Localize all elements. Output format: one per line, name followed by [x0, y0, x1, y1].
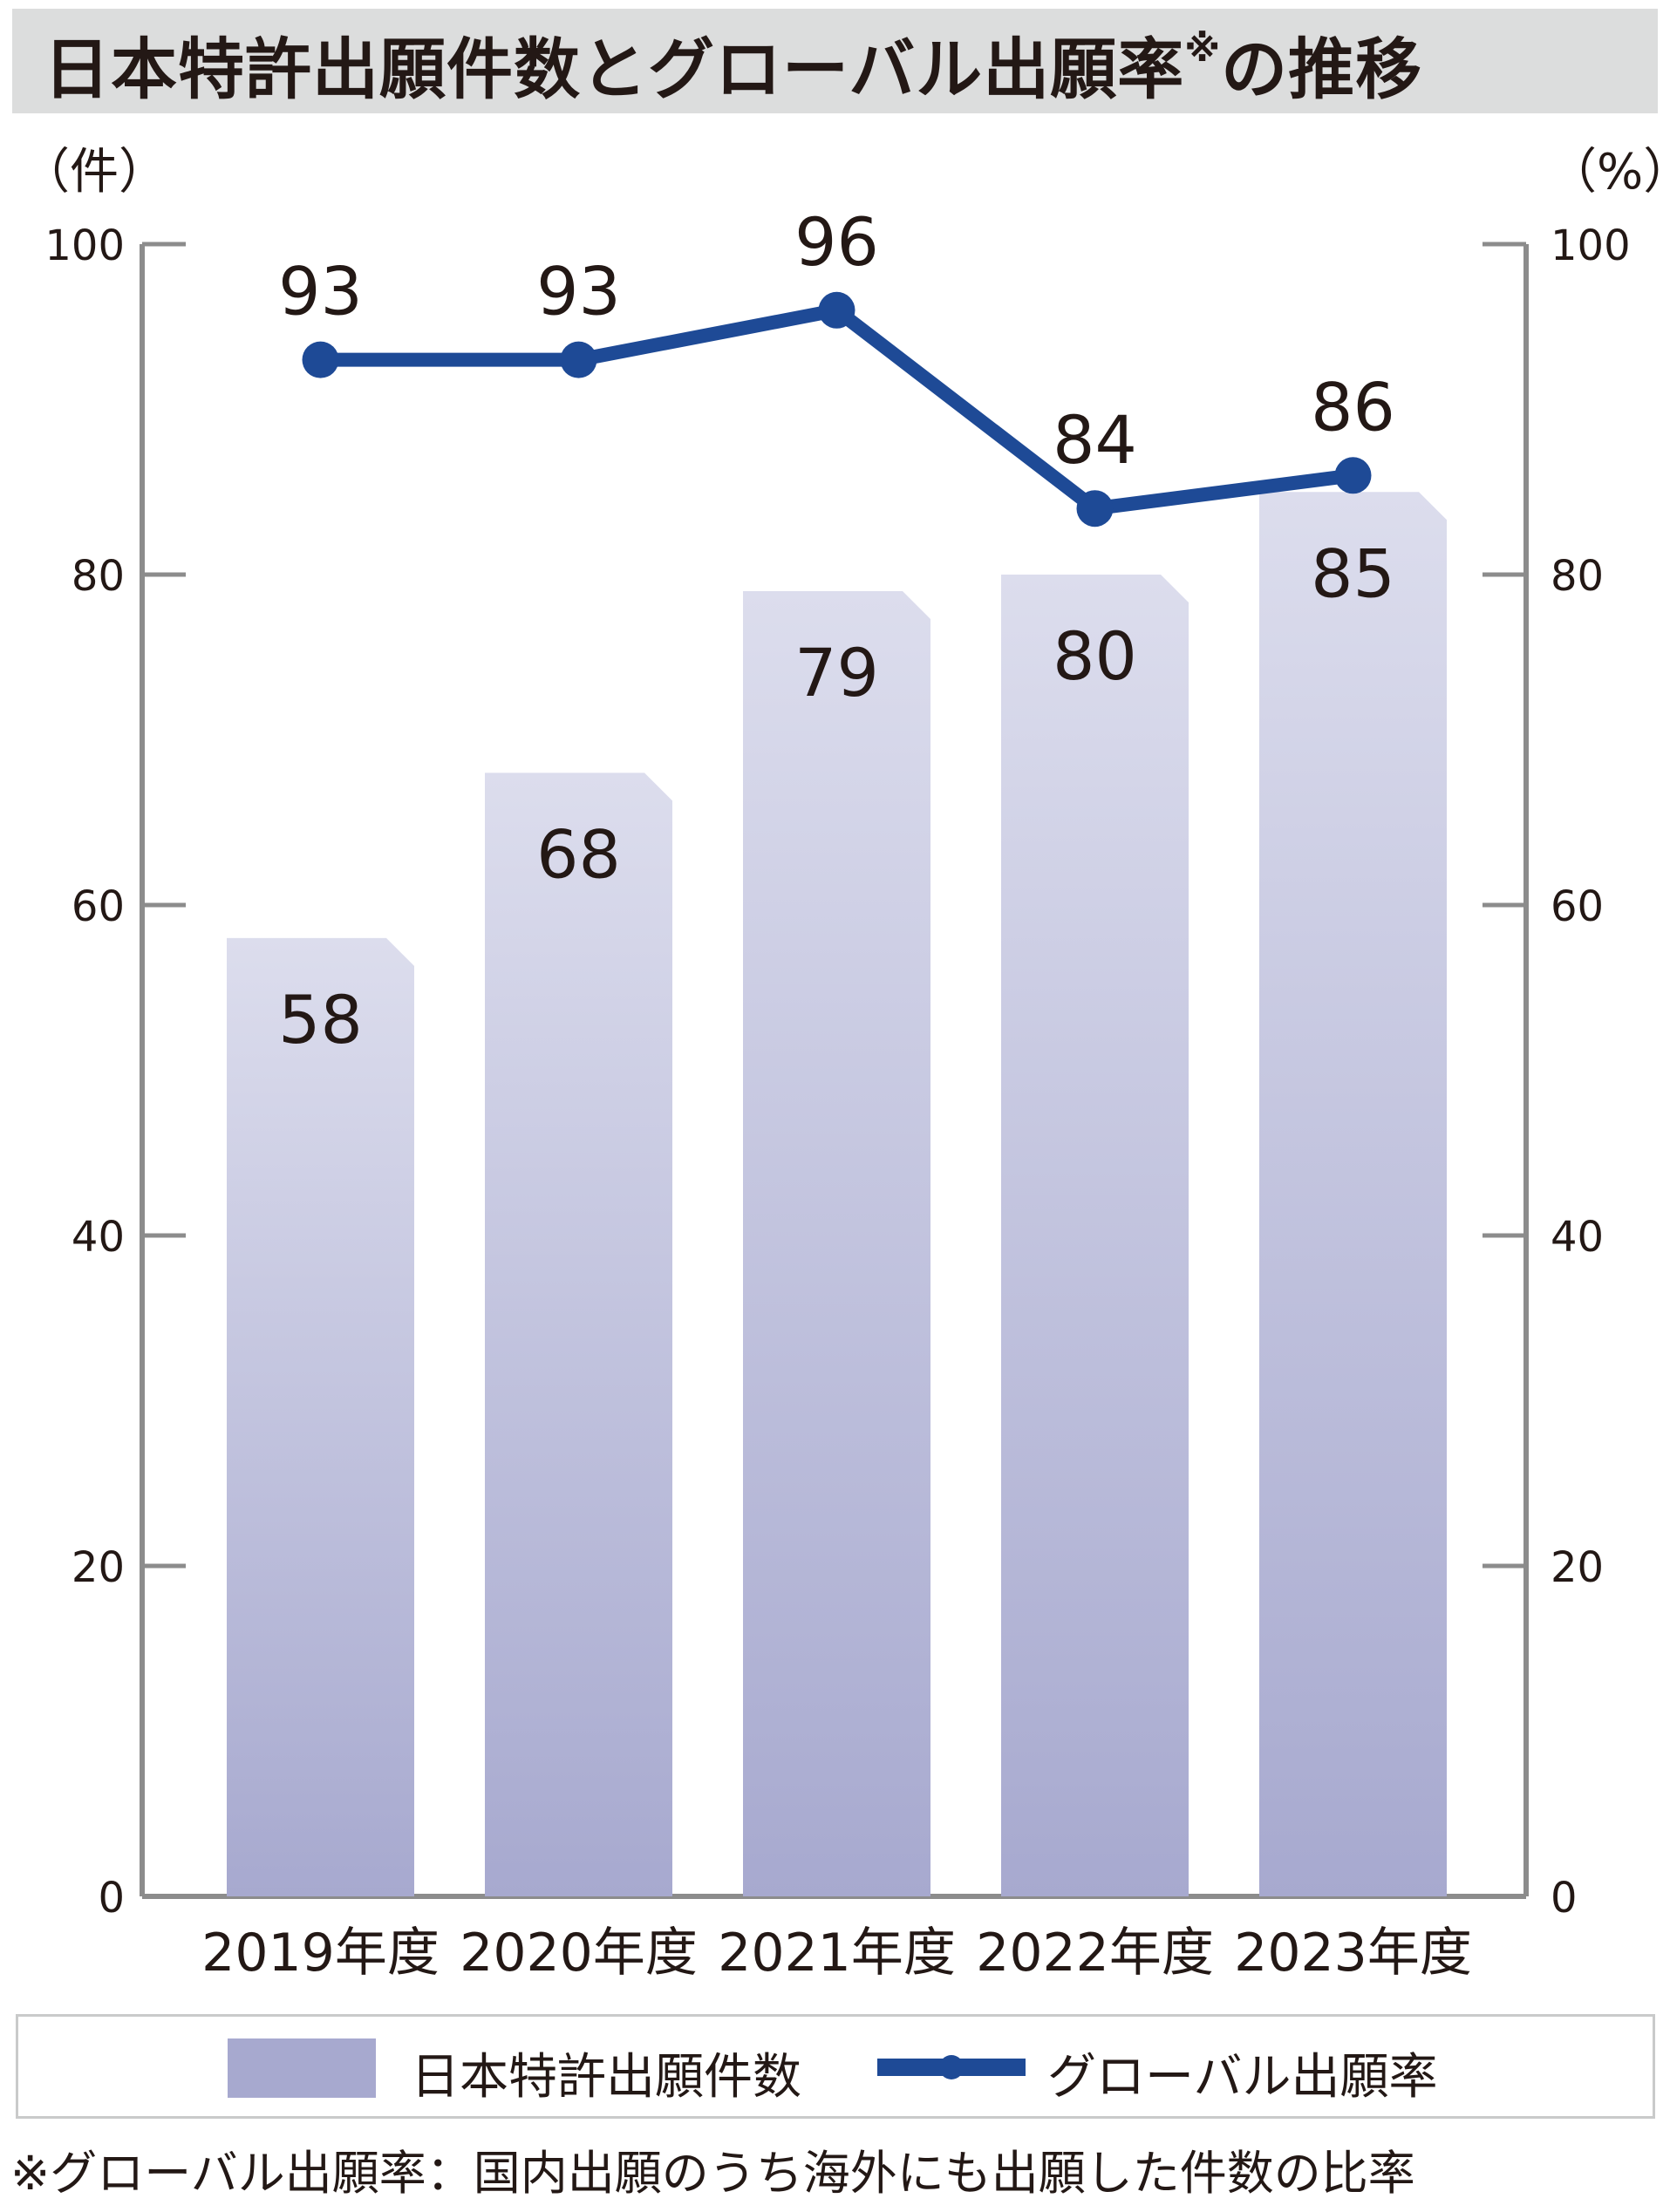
x-tick-label: 2020年度 [460, 1923, 698, 1984]
legend-line-swatch [877, 2055, 1026, 2079]
line-point [1334, 457, 1372, 494]
legend: 日本特許出願件数 グローバル出願率 [16, 2014, 1655, 2119]
x-tick-label: 2023年度 [1234, 1923, 1472, 1984]
right-tick-label: 100 [1551, 221, 1631, 270]
left-axis-unit: （件） [21, 144, 167, 201]
left-tick-label: 20 [72, 1543, 125, 1592]
line-value-label: 93 [278, 253, 363, 330]
bar [1259, 492, 1447, 1896]
bar-value-label: 79 [794, 634, 879, 711]
title-note-mark: ※ [1184, 26, 1222, 70]
line-point [302, 341, 339, 378]
line-value-label: 86 [1311, 368, 1395, 446]
title-band [12, 9, 1658, 113]
right-tick-label: 0 [1551, 1874, 1578, 1923]
legend-bar-label: 日本特許出願件数 [411, 2049, 801, 2106]
bar [743, 590, 930, 1897]
chart-title-main: 日本特許出願件数とグローバル出願率 [44, 31, 1185, 108]
right-tick-label: 40 [1551, 1213, 1604, 1262]
line-point [560, 341, 597, 378]
series-line [313, 303, 1360, 516]
bar-value-label: 80 [1053, 617, 1137, 695]
chart-title: 日本特許出願件数とグローバル出願率※の推移 [44, 16, 1422, 112]
right-axis-unit: （%） [1548, 144, 1670, 201]
chart-title-end: の推移 [1221, 31, 1423, 108]
bar [227, 937, 414, 1896]
x-tick-label: 2021年度 [718, 1923, 956, 1984]
line-value-label: 84 [1053, 401, 1137, 479]
bar-value-label: 85 [1311, 534, 1395, 612]
line-point [818, 291, 855, 329]
left-tick-label: 60 [72, 882, 125, 931]
bar-value-label: 68 [536, 815, 621, 893]
left-tick-label: 0 [98, 1874, 125, 1923]
right-tick-label: 60 [1551, 882, 1604, 931]
chart-canvas: 0 20 40 60 80 100 0 20 40 60 80 100 58 68 79 80 85 93 93… [44, 203, 1631, 1984]
line-value-label: 93 [536, 253, 621, 330]
footnote: ※グローバル出願率：国内出願のうち海外にも出願した件数の比率 [10, 2146, 1415, 2201]
legend-bar-swatch [228, 2038, 376, 2098]
bar-value-label: 58 [278, 981, 363, 1058]
left-tick-label: 100 [44, 221, 125, 270]
left-tick-label: 40 [72, 1213, 125, 1262]
left-tick-label: 80 [72, 552, 125, 601]
right-tick-label: 80 [1551, 552, 1604, 601]
line-point [1076, 490, 1114, 527]
legend-line-label: グローバル出願率 [1047, 2049, 1438, 2106]
bar [485, 772, 672, 1896]
line-value-label: 96 [794, 203, 879, 281]
bar [1001, 575, 1189, 1896]
right-tick-label: 20 [1551, 1543, 1604, 1592]
x-tick-label: 2019年度 [201, 1923, 440, 1984]
x-tick-label: 2022年度 [976, 1923, 1214, 1984]
